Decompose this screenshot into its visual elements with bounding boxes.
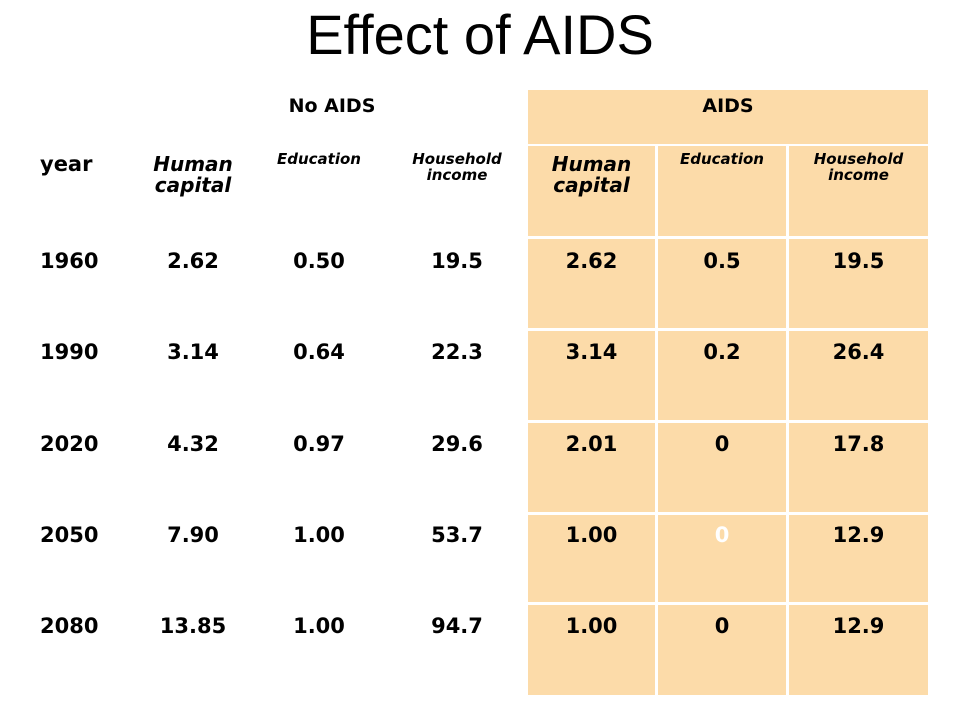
aids-data-cell [789,423,928,512]
column-header-human-capital: Human capital [153,152,233,197]
education-cell: 0.50 [293,249,345,273]
education-cell: 1.00 [293,523,345,547]
aids-household-income-cell: 17.8 [832,432,885,456]
aids-household-income-cell: 12.9 [832,523,885,547]
aids-header-band [528,90,928,144]
aids-data-cell [658,239,786,328]
aids-education-cell-highlight: 0 [714,523,730,547]
household-income-cell: 94.7 [431,614,483,638]
column-header-year: year [40,152,93,176]
aids-data-cell [528,423,655,512]
column-header-household-income: Household income [412,150,502,184]
aids-education-cell: 0 [714,614,730,638]
human-capital-cell: 3.14 [167,340,219,364]
column-header-aids-education: Education [680,150,764,168]
year-cell: 1960 [40,249,99,273]
human-capital-cell: 13.85 [159,614,227,638]
aids-education-cell: 0.2 [703,340,741,364]
aids-human-capital-cell: 2.62 [565,249,618,273]
aids-human-capital-cell: 3.14 [565,340,618,364]
household-income-cell: 19.5 [431,249,483,273]
aids-data-cell [658,423,786,512]
aids-header-cell [658,146,786,236]
year-cell: 2020 [40,432,99,456]
aids-data-cell [789,331,928,420]
aids-household-income-cell: 26.4 [832,340,885,364]
aids-data-cell [789,605,928,695]
human-capital-cell: 2.62 [167,249,219,273]
aids-data-cell [528,605,655,695]
household-income-cell: 29.6 [431,432,483,456]
aids-data-cell [789,515,928,602]
household-income-cell: 53.7 [431,523,483,547]
aids-data-cell [528,331,655,420]
aids-data-cell [789,239,928,328]
column-header-aids-human-capital: Human capital [551,152,632,197]
education-cell: 0.64 [293,340,345,364]
group-header-no-aids: No AIDS [288,95,376,117]
aids-data-cell [658,605,786,695]
aids-household-income-cell: 19.5 [832,249,885,273]
column-header-education: Education [277,150,361,168]
column-header-aids-household-income: Household income [813,150,904,184]
group-header-aids: AIDS [702,95,754,117]
human-capital-cell: 7.90 [167,523,219,547]
aids-data-cell [658,331,786,420]
aids-header-cell [789,146,928,236]
aids-household-income-cell: 12.9 [832,614,885,638]
aids-header-cell [528,146,655,236]
human-capital-cell: 4.32 [167,432,219,456]
aids-data-cell [658,515,786,602]
aids-human-capital-cell: 2.01 [565,432,618,456]
aids-education-cell: 0 [714,432,730,456]
year-cell: 1990 [40,340,99,364]
aids-human-capital-cell: 1.00 [565,614,618,638]
education-cell: 0.97 [293,432,345,456]
aids-education-cell: 0.5 [703,249,741,273]
household-income-cell: 22.3 [431,340,483,364]
aids-data-cell [528,239,655,328]
year-cell: 2050 [40,523,99,547]
aids-data-cell [528,515,655,602]
year-cell: 2080 [40,614,99,638]
slide-title: Effect of AIDS [306,3,654,66]
aids-human-capital-cell: 1.00 [565,523,618,547]
education-cell: 1.00 [293,614,345,638]
